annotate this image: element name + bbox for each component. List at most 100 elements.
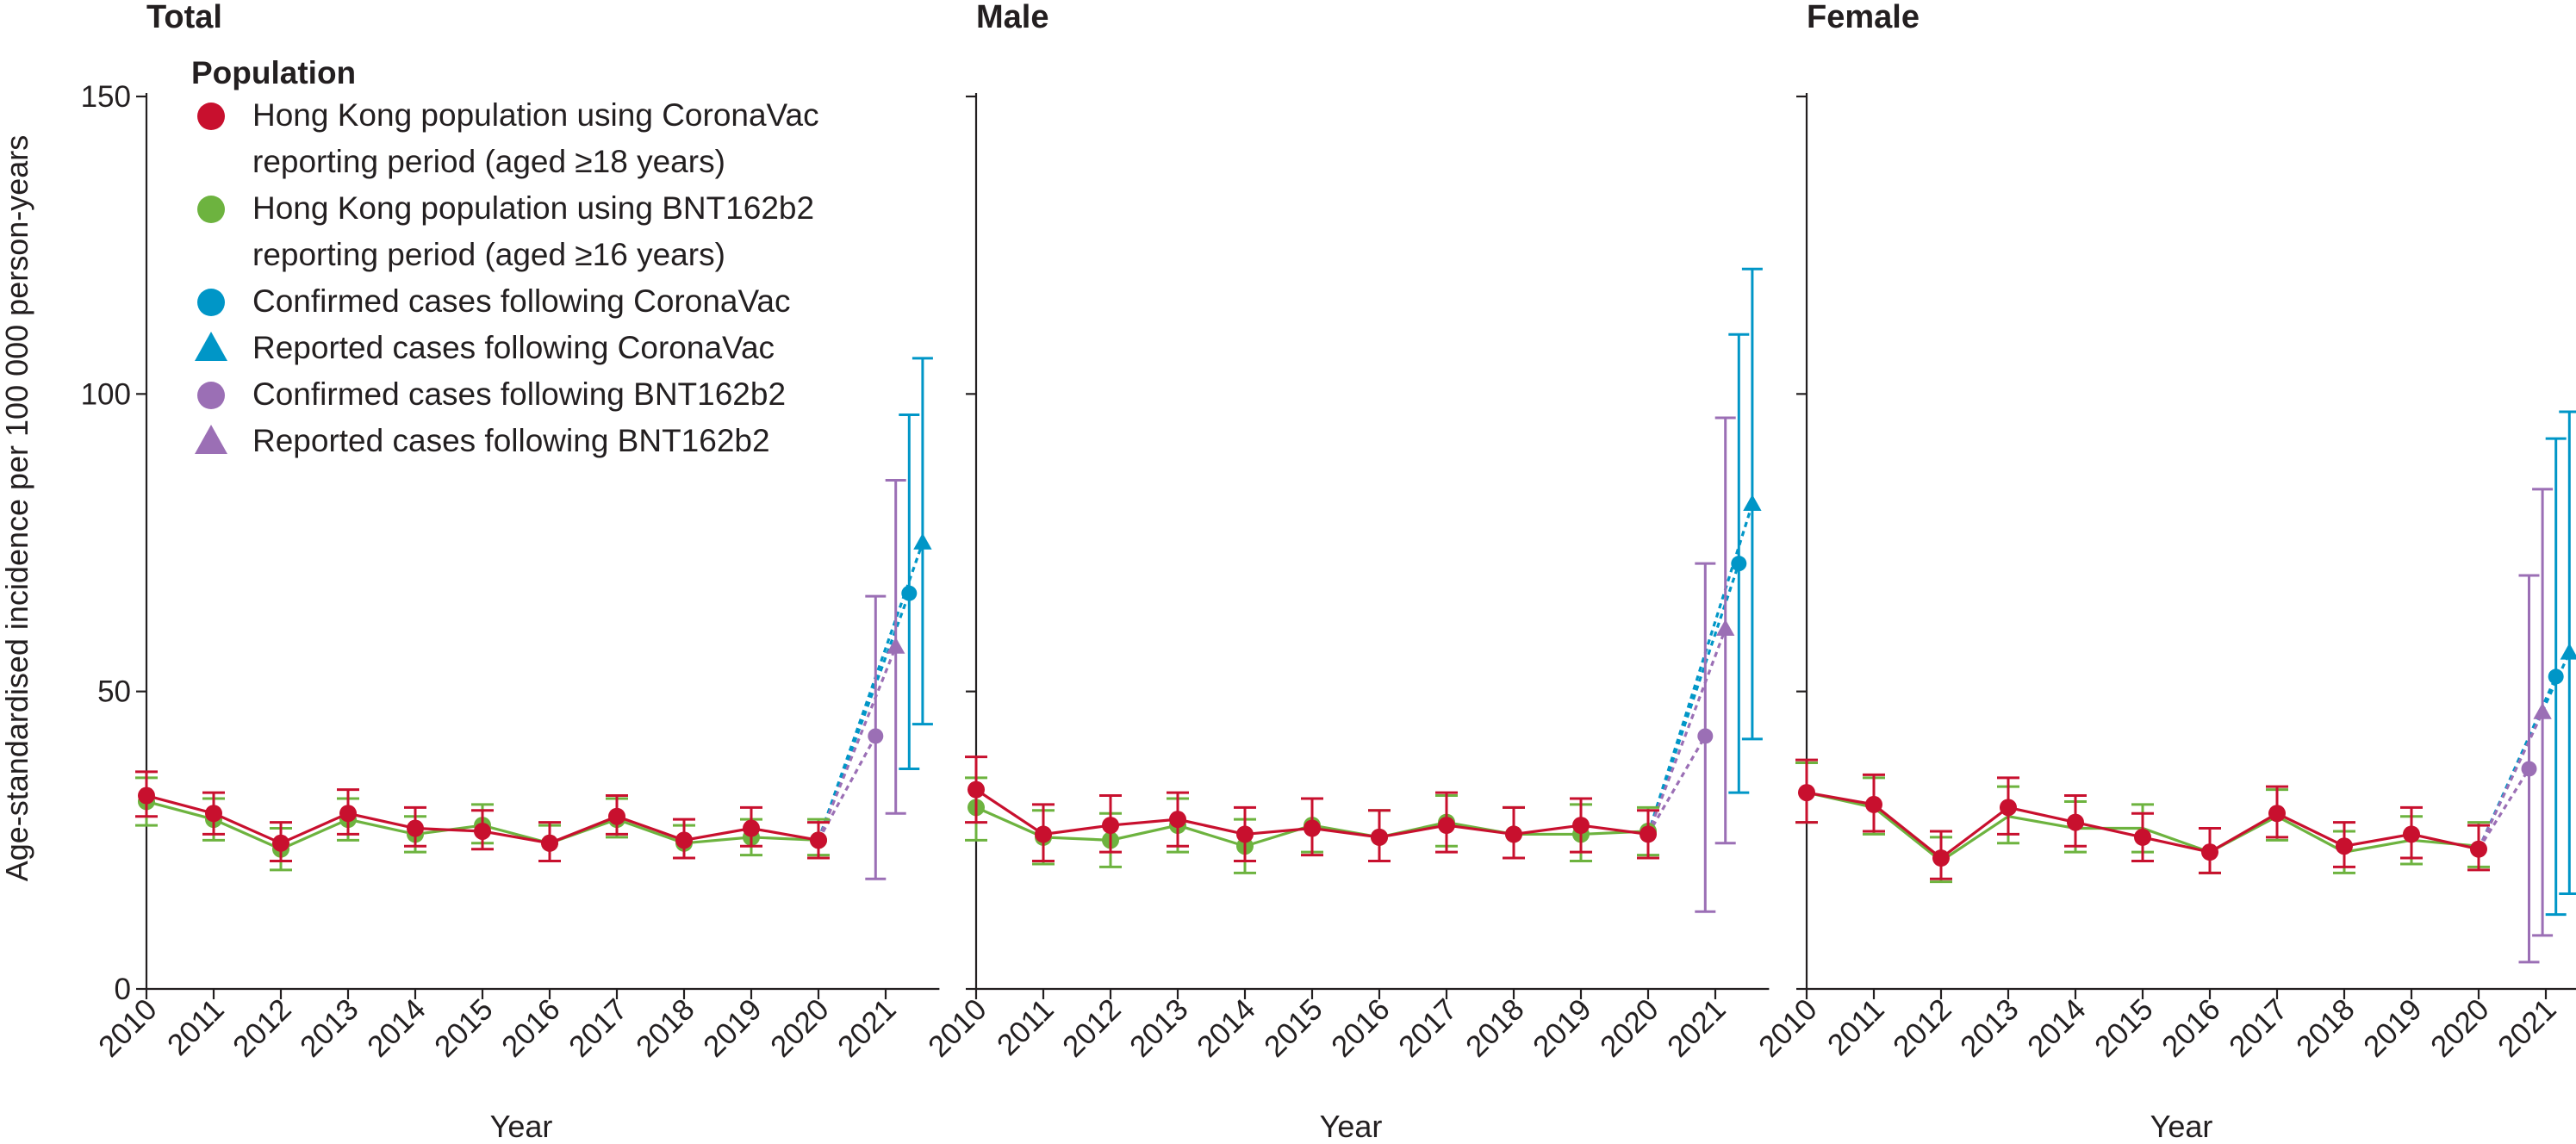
legend-marker bbox=[197, 382, 225, 409]
legend-label: reporting period (aged ≥16 years) bbox=[252, 237, 725, 272]
data-point bbox=[2336, 837, 2353, 855]
data-point bbox=[1932, 849, 1950, 867]
x-tick-label: 2011 bbox=[991, 992, 1061, 1062]
y-axis-label: Age-standardised incidence per 100 000 p… bbox=[0, 135, 34, 882]
data-point bbox=[2134, 828, 2151, 846]
data-point bbox=[1731, 556, 1747, 572]
connector-cv_conf bbox=[817, 593, 911, 841]
x-tick-label: 2015 bbox=[428, 992, 500, 1064]
data-point bbox=[1236, 825, 1254, 843]
legend: Population Hong Kong population using Cor… bbox=[191, 55, 819, 458]
legend-label: Reported cases following BNT162b2 bbox=[252, 423, 770, 458]
series-cv_pop bbox=[1795, 758, 2490, 880]
x-tick-label: 2014 bbox=[361, 992, 432, 1064]
legend-entry-cv_conf: Confirmed cases following CoronaVac bbox=[197, 283, 791, 319]
legend-marker bbox=[197, 103, 225, 130]
legend-entry-bnt_conf: Confirmed cases following BNT162b2 bbox=[197, 376, 786, 412]
series-cv_pop bbox=[965, 755, 1659, 863]
x-tick-label: 2020 bbox=[1594, 992, 1665, 1064]
x-tick-label: 2010 bbox=[92, 992, 164, 1064]
series-cv_rep bbox=[2559, 410, 2576, 895]
data-point bbox=[1865, 795, 1882, 813]
series-bnt_conf bbox=[2518, 574, 2540, 964]
x-tick-label: 2014 bbox=[2021, 992, 2093, 1064]
series-cv_pop bbox=[135, 770, 830, 863]
legend-marker bbox=[197, 289, 225, 316]
legend-title: Population bbox=[191, 55, 356, 90]
panel-title: Female bbox=[1807, 0, 1920, 35]
x-tick-label: 2021 bbox=[831, 992, 903, 1064]
data-point bbox=[1716, 619, 1735, 637]
x-tick-label: 2011 bbox=[161, 992, 231, 1062]
x-tick-label: 2019 bbox=[2357, 992, 2429, 1064]
x-axis-label: Year bbox=[1320, 1109, 1383, 1144]
x-tick-label: 2017 bbox=[563, 992, 634, 1064]
data-point bbox=[1505, 825, 1522, 843]
data-point bbox=[1371, 828, 1388, 846]
x-tick-label: 2012 bbox=[227, 992, 298, 1064]
legend-label: reporting period (aged ≥18 years) bbox=[252, 144, 725, 179]
data-point bbox=[2268, 805, 2286, 823]
x-tick-label: 2020 bbox=[764, 992, 836, 1064]
x-tick-label: 2015 bbox=[2088, 992, 2160, 1064]
y-tick-label: 150 bbox=[81, 80, 131, 114]
data-point bbox=[2548, 668, 2564, 685]
data-point bbox=[675, 831, 693, 849]
x-tick-label: 2019 bbox=[697, 992, 768, 1064]
connector-cv_conf bbox=[1646, 563, 1740, 835]
data-point bbox=[1169, 811, 1186, 829]
data-point bbox=[2067, 813, 2084, 831]
series-bnt_rep bbox=[885, 478, 906, 815]
x-tick-label: 2018 bbox=[1459, 992, 1531, 1064]
series-cv_rep bbox=[912, 357, 933, 726]
panel-title: Male bbox=[976, 0, 1048, 35]
connector-bnt_rep bbox=[2477, 712, 2544, 850]
x-tick-label: 2020 bbox=[2424, 992, 2496, 1064]
x-tick-label: 2016 bbox=[1325, 992, 1397, 1064]
series-bnt_rep bbox=[2532, 488, 2554, 937]
x-tick-label: 2018 bbox=[630, 992, 701, 1064]
series-cv_conf bbox=[2545, 437, 2567, 917]
data-point bbox=[1035, 825, 1052, 843]
data-point bbox=[2533, 702, 2552, 719]
series-cv_conf bbox=[899, 413, 920, 770]
data-point bbox=[913, 532, 932, 550]
connector-cv_conf bbox=[2477, 675, 2558, 850]
x-tick-label: 2017 bbox=[1392, 992, 1464, 1064]
data-point bbox=[541, 834, 558, 852]
data-point bbox=[887, 637, 905, 654]
x-tick-label: 2013 bbox=[294, 992, 365, 1064]
legend-marker bbox=[195, 332, 227, 361]
legend-label: Hong Kong population using CoronaVac bbox=[252, 97, 819, 133]
x-tick-label: 2015 bbox=[1258, 992, 1329, 1064]
x-tick-label: 2010 bbox=[922, 992, 993, 1064]
data-point bbox=[205, 805, 222, 823]
x-tick-label: 2021 bbox=[1661, 992, 1733, 1064]
x-tick-label: 2016 bbox=[2156, 992, 2227, 1064]
legend-marker bbox=[195, 425, 227, 454]
x-tick-label: 2018 bbox=[2290, 992, 2361, 1064]
data-point bbox=[810, 831, 827, 849]
x-tick-label: 2016 bbox=[495, 992, 567, 1064]
data-point bbox=[2201, 843, 2218, 861]
legend-entry-bnt_rep: Reported cases following BNT162b2 bbox=[195, 423, 770, 458]
data-point bbox=[1572, 817, 1590, 835]
data-point bbox=[1798, 784, 1815, 802]
data-point bbox=[2403, 825, 2420, 843]
series-cv_rep bbox=[1741, 267, 1763, 741]
x-tick-label: 2017 bbox=[2223, 992, 2294, 1064]
legend-entry-cv_rep: Reported cases following CoronaVac bbox=[195, 330, 775, 365]
legend-label: Confirmed cases following CoronaVac bbox=[252, 283, 791, 319]
series-bnt_conf bbox=[865, 594, 887, 880]
data-point bbox=[743, 819, 760, 837]
data-point bbox=[474, 822, 491, 840]
legend-marker bbox=[197, 196, 225, 223]
data-point bbox=[1304, 819, 1321, 837]
connector-bnt_rep bbox=[817, 646, 898, 841]
connector-bnt_rep bbox=[1646, 628, 1727, 835]
x-tick-label: 2012 bbox=[1887, 992, 1958, 1064]
series-bnt_rep bbox=[1714, 416, 1736, 845]
legend-label: Hong Kong population using BNT162b2 bbox=[252, 190, 814, 226]
data-point bbox=[2000, 799, 2017, 817]
